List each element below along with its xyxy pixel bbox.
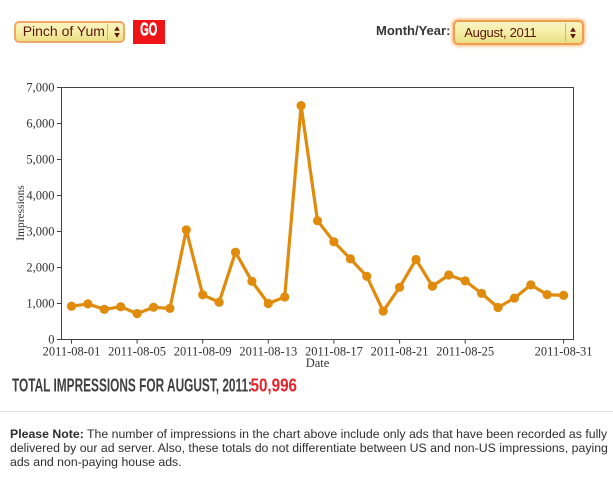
svg-text:2011-08-13: 2011-08-13 (239, 345, 297, 359)
svg-text:Date: Date (306, 356, 330, 370)
svg-text:TOTAL IMPRESSIONS FOR AUGUST,: TOTAL IMPRESSIONS FOR AUGUST, 2011: (12, 376, 252, 396)
svg-text:2011-08-17: 2011-08-17 (305, 345, 363, 359)
svg-text:GO: GO (140, 20, 157, 39)
svg-text:2011-08-05: 2011-08-05 (108, 345, 166, 359)
svg-text:7,000: 7,000 (26, 81, 54, 95)
svg-text:4,000: 4,000 (26, 189, 54, 203)
svg-text:2,000: 2,000 (26, 261, 54, 275)
svg-text:6,000: 6,000 (26, 117, 54, 131)
svg-text:2011-08-01: 2011-08-01 (43, 345, 101, 359)
svg-text:3,000: 3,000 (26, 225, 54, 239)
svg-text:1,000: 1,000 (26, 297, 54, 311)
svg-text:2011-08-21: 2011-08-21 (371, 345, 429, 359)
svg-text:Impressions: Impressions (15, 185, 27, 241)
svg-text:2011-08-25: 2011-08-25 (436, 345, 494, 359)
svg-text:2011-08-09: 2011-08-09 (174, 345, 232, 359)
svg-text:0: 0 (48, 333, 54, 347)
svg-text:2011-08-31: 2011-08-31 (535, 345, 593, 359)
svg-text:50,996: 50,996 (250, 376, 297, 396)
svg-text:5,000: 5,000 (26, 153, 54, 167)
